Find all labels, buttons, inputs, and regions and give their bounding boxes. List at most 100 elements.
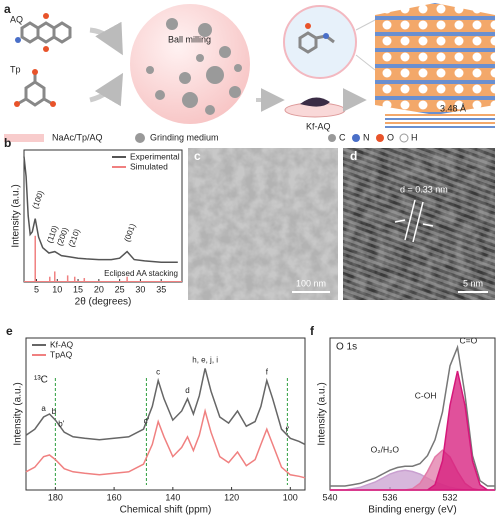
balls	[146, 18, 242, 115]
atom	[43, 46, 49, 52]
x-tick-label: 180	[48, 492, 63, 502]
panel-label: f	[310, 324, 315, 338]
process-label: Ball milling	[168, 34, 211, 44]
annotation: b	[52, 407, 57, 416]
atom	[43, 13, 49, 19]
spacing-label: 3.48 Å	[440, 103, 466, 113]
x-tick-label: 5	[34, 284, 39, 294]
scale-label: 5 nm	[463, 278, 483, 288]
series-label: C=O	[460, 336, 478, 346]
atom-key	[376, 134, 384, 142]
legend-swatch	[135, 133, 145, 143]
x-tick-label: 35	[156, 284, 166, 294]
y-axis-label: Intensity (a.u.)	[13, 382, 24, 445]
annotation: a	[41, 404, 46, 413]
annotation: (100)	[31, 189, 46, 210]
y-axis-label: Intensity (a.u.)	[11, 184, 22, 247]
annotation: d	[185, 386, 189, 395]
legend-label: NaAc/Tp/AQ	[52, 132, 103, 142]
annotation: f'	[286, 425, 290, 434]
x-tick-label: 160	[107, 492, 122, 502]
plot-frame	[25, 337, 306, 491]
line	[330, 344, 495, 487]
legend-label: Grinding medium	[150, 132, 219, 142]
line	[23, 156, 178, 263]
x-tick-label: 25	[115, 284, 125, 294]
annotation: b'	[58, 419, 64, 428]
atom	[14, 101, 20, 107]
charts: b 5 10 15 20 25 30 35 2θ (degrees) Intensity (a.u…	[4, 136, 496, 516]
legend-label: Kf-AQ	[50, 339, 74, 349]
panel-label: c	[194, 149, 201, 163]
panel-label: a	[4, 2, 11, 16]
x-tick-label: 10	[52, 284, 62, 294]
annotation: (001)	[123, 222, 138, 243]
x-tick-label: 15	[73, 284, 83, 294]
x-tick-label: 30	[135, 284, 145, 294]
scale-label: 100 nm	[296, 278, 326, 288]
cof-lattice	[375, 3, 495, 115]
annotation: c	[156, 368, 160, 377]
product	[300, 97, 330, 107]
x-axis-label: 2θ (degrees)	[75, 297, 132, 308]
note: ¹³C	[34, 375, 48, 386]
y-axis-label: Intensity (a.u.)	[317, 382, 328, 445]
tp-molecule	[18, 74, 52, 107]
atom-key	[328, 134, 336, 142]
panel-d: d d = 0.33 nm 5 nm	[343, 148, 495, 300]
aq-molecule	[20, 21, 72, 44]
line	[25, 408, 306, 479]
atom-key	[352, 134, 360, 142]
layers	[385, 114, 495, 128]
panel-label: b	[4, 136, 11, 150]
annotation: h, e, j, i	[192, 356, 218, 365]
panel-label: e	[6, 324, 13, 338]
legend-label: TpAQ	[50, 349, 73, 359]
molecule-label: Tp	[10, 64, 21, 74]
arrow	[89, 72, 124, 107]
atom-label: O	[387, 132, 394, 142]
x-tick-label: 100	[283, 492, 298, 502]
atom	[15, 37, 21, 43]
atom-label: H	[411, 132, 418, 142]
series-label: C-OH	[415, 390, 437, 400]
area	[330, 370, 495, 491]
series-label: O₂/H₂O	[371, 445, 400, 455]
atom-label: C	[339, 132, 346, 142]
spacing-label: d = 0.33 nm	[400, 184, 448, 194]
arrow	[89, 21, 123, 56]
legend-swatch	[4, 134, 44, 142]
x-tick-label: 120	[224, 492, 239, 502]
atom	[323, 33, 329, 39]
x-tick-label: 140	[165, 492, 180, 502]
chart-title: O 1s	[336, 342, 357, 353]
x-tick-label: 536	[382, 492, 397, 502]
panel-a: a AQ Tp Ball milling Kf-AQ 3.48 Å NaAc/T…	[4, 2, 495, 143]
molecule-label: AQ	[10, 14, 23, 24]
line	[25, 368, 306, 446]
product-label: Kf-AQ	[306, 121, 331, 131]
spacing-marker	[394, 199, 434, 243]
atom-key	[399, 133, 409, 143]
x-axis-label: Binding energy (eV)	[368, 505, 456, 516]
x-tick-label: 532	[442, 492, 457, 502]
legend-label: Experimental	[130, 151, 180, 161]
atom-label: N	[363, 132, 370, 142]
panel-label: d	[350, 149, 357, 163]
atom	[50, 101, 56, 107]
x-axis-label: Chemical shift (ppm)	[120, 505, 212, 516]
hrtem-noise	[343, 148, 495, 300]
panel-c: c 100 nm	[188, 148, 338, 300]
atom	[32, 69, 38, 75]
annotation: f	[266, 368, 269, 377]
atom	[305, 23, 311, 29]
annotation: c'	[144, 416, 150, 425]
zoom-line	[355, 19, 376, 71]
x-tick-label: 540	[322, 492, 337, 502]
x-tick-label: 20	[94, 284, 104, 294]
legend-label: Simulated	[130, 161, 168, 171]
note: Eclipsed AA stacking	[104, 269, 178, 278]
tem-image	[188, 148, 338, 300]
